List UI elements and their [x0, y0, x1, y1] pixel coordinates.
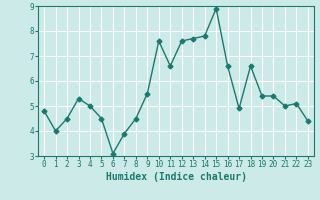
X-axis label: Humidex (Indice chaleur): Humidex (Indice chaleur): [106, 172, 246, 182]
